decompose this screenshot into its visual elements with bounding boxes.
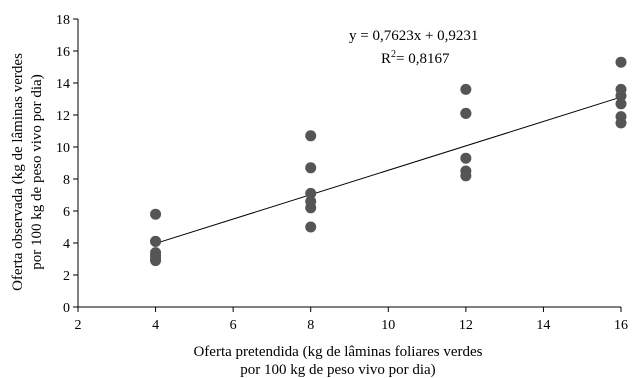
data-point [305,221,317,233]
data-point [615,90,627,102]
x-tick-label: 2 [75,318,82,333]
x-tick-label: 4 [152,318,159,333]
data-point [150,208,162,220]
y-tick-label: 8 [63,173,70,188]
data-point [460,107,472,119]
x-axis-title-line-2: por 100 kg de peso vivo por dia) [240,362,435,378]
trendline [155,96,622,244]
x-tick-label: 14 [536,318,550,333]
y-tick-label: 18 [56,13,70,28]
y-axis-title-line-2: por 100 kg de peso vivo por dia) [29,74,45,269]
data-point [305,130,317,142]
data-point [615,98,627,110]
x-axis-title: Oferta pretendida (kg de lâminas foliare… [193,344,482,378]
y-tick-label: 10 [56,141,70,156]
x-tick-label: 8 [307,318,314,333]
data-point [460,83,472,95]
y-tick-label: 12 [56,109,70,124]
data-point [150,235,162,247]
regression-annotations: y = 0,7623x + 0,9231 R2= 0,8167 [349,28,478,67]
x-tick-label: 6 [230,318,237,333]
x-axis-title-line-1: Oferta pretendida (kg de lâminas foliare… [193,344,482,360]
y-tick-label: 14 [56,77,70,92]
data-point [615,117,627,129]
y-tick-label: 6 [63,205,70,220]
r-squared-value: = 0,8167 [396,51,450,67]
y-axis-title-line-1: Oferta observada (kg de lâminas verdes [10,53,26,291]
data-point [150,255,162,267]
r-squared-prefix: R [381,51,391,67]
data-point [305,202,317,214]
trendline-group [155,96,622,244]
y-tick-label: 16 [56,45,70,60]
x-tick-label: 12 [459,318,473,333]
data-point [615,56,627,68]
data-point [305,162,317,174]
y-tick-label: 0 [63,301,70,316]
r-squared-label: R2= 0,8167 [381,49,450,67]
y-axis-title: Oferta observada (kg de lâminas verdes p… [10,53,45,291]
y-tick-label: 2 [63,269,70,284]
data-point [460,152,472,164]
x-tick-label: 16 [614,318,628,333]
data-point [305,187,317,199]
data-point [460,170,472,182]
r-squared-superscript: 2 [391,49,396,60]
y-tick-label: 4 [63,237,70,252]
x-tick-label: 10 [381,318,395,333]
regression-equation: y = 0,7623x + 0,9231 [349,28,478,44]
data-points [150,56,627,267]
